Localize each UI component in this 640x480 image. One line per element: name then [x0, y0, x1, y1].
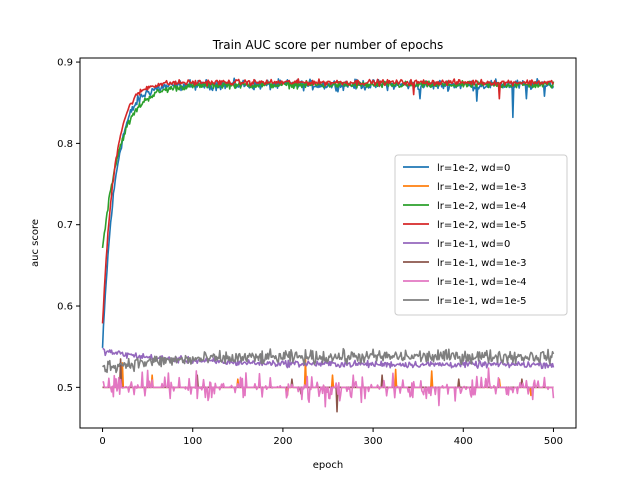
legend-label: lr=1e-2, wd=1e-4: [437, 201, 527, 212]
legend-box: [394, 154, 568, 316]
y-tick-label: 0.9: [57, 58, 73, 69]
x-tick-label: 300: [364, 436, 383, 447]
chart-title: Train AUC score per number of epochs: [212, 38, 443, 52]
x-tick-label: 200: [273, 436, 292, 447]
series-line: [102, 367, 555, 408]
y-axis-label: auc score: [30, 219, 41, 267]
x-tick-label: 100: [183, 436, 202, 447]
axes-frame: [79, 57, 577, 429]
plot-area: [101, 77, 555, 413]
y-axis: 0.5 0.6 0.7 0.8 0.9: [57, 58, 80, 394]
x-tick-label: 0: [99, 436, 105, 447]
y-tick-label: 0.6: [57, 302, 73, 313]
legend: lr=1e-2, wd=0 lr=1e-2, wd=1e-3 lr=1e-2, wd…: [394, 154, 568, 316]
legend-label: lr=1e-1, wd=1e-4: [437, 277, 527, 288]
x-axis: 0 100 200 300 400 500: [99, 428, 563, 447]
series-line: [101, 78, 555, 324]
legend-label: lr=1e-2, wd=1e-5: [437, 220, 527, 231]
y-tick-label: 0.8: [57, 139, 73, 150]
legend-label: lr=1e-1, wd=0: [437, 239, 510, 250]
x-axis-label: epoch: [313, 460, 343, 471]
legend-label: lr=1e-2, wd=1e-3: [437, 182, 527, 193]
x-tick-label: 500: [544, 436, 563, 447]
legend-label: lr=1e-2, wd=0: [437, 163, 510, 174]
x-tick-label: 400: [454, 436, 473, 447]
legend-label: lr=1e-1, wd=1e-3: [437, 258, 527, 269]
legend-label: lr=1e-1, wd=1e-5: [437, 296, 527, 307]
series-line: [102, 347, 555, 374]
y-tick-label: 0.7: [57, 220, 73, 231]
y-tick-label: 0.5: [57, 383, 73, 394]
